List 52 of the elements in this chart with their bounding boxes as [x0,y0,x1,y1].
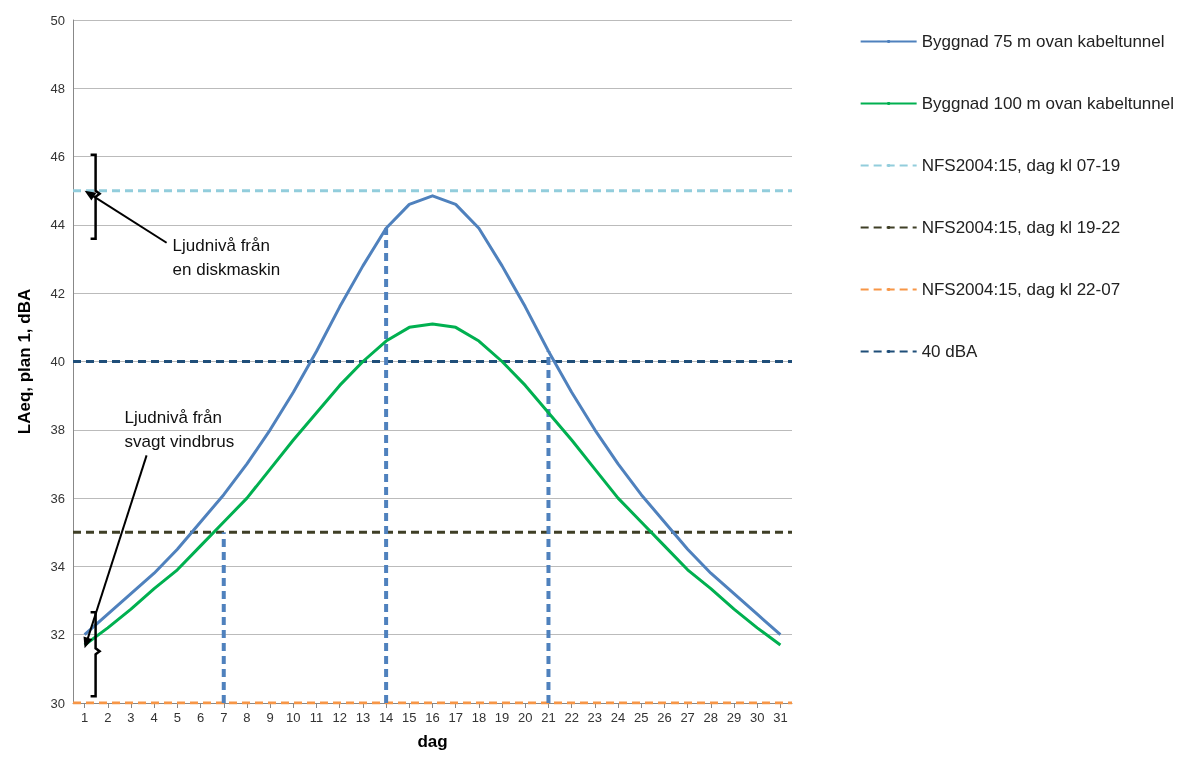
x-tick-label: 14 [378,710,394,725]
x-tick-label: 4 [150,710,158,725]
x-tick-label: 19 [494,710,510,725]
x-tick-label: 12 [332,710,347,725]
x-axis-title: dag [417,732,448,751]
y-tick-label: 46 [50,149,65,165]
x-tick-label: 26 [657,710,672,725]
y-tick-label: 30 [50,695,65,711]
legend-label: Byggnad 100 m ovan kabeltunnel [921,94,1175,113]
y-tick-label: 44 [50,217,65,233]
x-tick-label: 24 [610,710,626,725]
annotation: Ljudnivå från svagt vindbrus [124,408,235,452]
x-tick-label: 16 [425,710,440,725]
y-tick-label: 50 [50,12,65,28]
y-tick-label: 40 [50,354,65,369]
x-tick-label: 6 [196,710,205,725]
x-tick-label: 28 [703,710,719,725]
y-tick-label: 38 [50,422,65,438]
x-tick-label: 17 [448,710,463,725]
legend-label: 40 dBA [921,342,979,361]
y-tick-label: 32 [50,627,65,643]
x-tick-label: 11 [309,710,324,725]
x-tick-label: 7 [220,710,228,725]
y-tick-label: 36 [50,490,65,506]
x-tick-label: 9 [266,710,274,725]
y-tick-label: 34 [50,558,65,574]
x-tick-label: 13 [355,710,371,725]
x-tick-label: 25 [634,710,649,725]
legend-label: Byggnad 75 m ovan kabeltunnel [921,32,1165,51]
annotation: Ljudnivå från en diskmaskin [172,235,281,279]
y-axis-title: LAeq, plan 1, dBA [15,288,34,435]
legend-label: NFS2004:15, dag kl 22-07 [921,280,1121,299]
x-tick-label: 8 [243,710,251,725]
x-tick-label: 27 [680,710,695,725]
x-tick-label: 18 [471,710,487,725]
y-tick-label: 42 [50,285,65,301]
x-tick-label: 21 [541,710,556,725]
legend-label: NFS2004:15, dag kl 07-19 [921,156,1121,175]
x-tick-label: 23 [587,710,603,725]
x-tick-label: 31 [773,710,788,725]
x-tick-label: 29 [726,710,742,725]
x-tick-label: 1 [80,710,89,725]
legend-label: NFS2004:15, dag kl 19-22 [921,218,1121,237]
x-tick-label: 20 [518,710,533,725]
x-tick-label: 5 [173,710,181,725]
x-tick-label: 3 [127,710,135,725]
x-tick-label: 30 [749,710,765,725]
x-tick-label: 2 [104,710,112,725]
x-tick-label: 15 [402,710,417,725]
y-tick-label: 48 [50,80,65,96]
x-tick-label: 22 [564,710,579,725]
x-tick-label: 10 [286,710,301,725]
